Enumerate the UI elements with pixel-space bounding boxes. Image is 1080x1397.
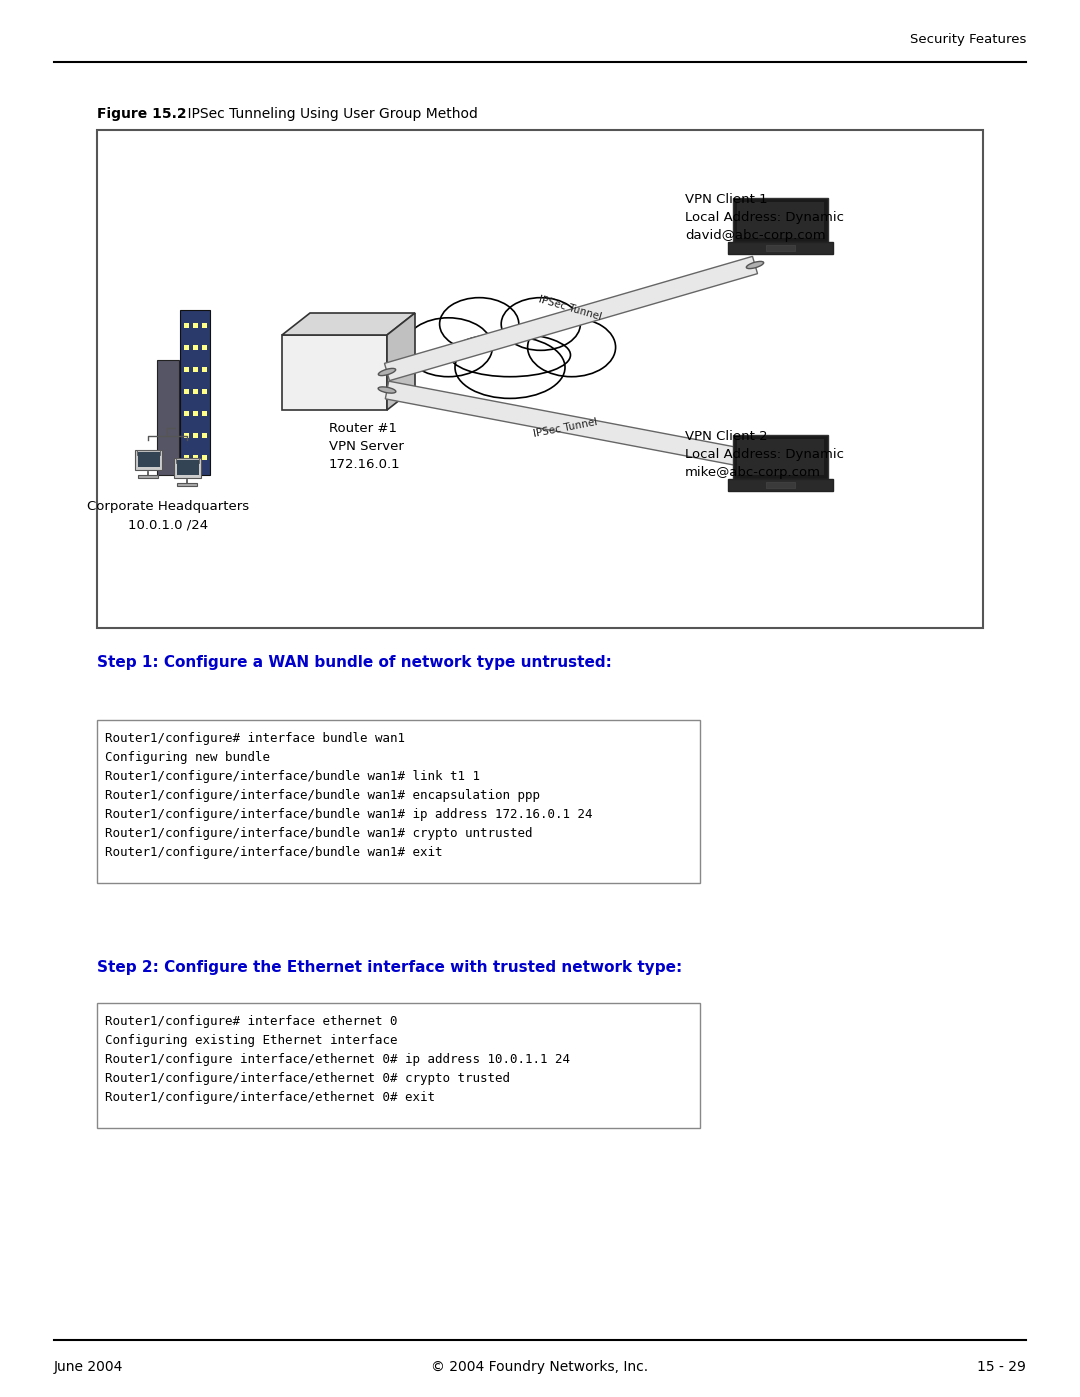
Ellipse shape	[501, 298, 580, 351]
Text: IPSec Tunnel: IPSec Tunnel	[538, 295, 603, 321]
Ellipse shape	[449, 334, 570, 377]
FancyBboxPatch shape	[138, 475, 158, 478]
FancyBboxPatch shape	[97, 1003, 700, 1127]
FancyBboxPatch shape	[193, 345, 198, 351]
FancyBboxPatch shape	[193, 367, 198, 372]
FancyBboxPatch shape	[202, 323, 207, 328]
FancyBboxPatch shape	[137, 450, 160, 455]
FancyBboxPatch shape	[202, 388, 207, 394]
Ellipse shape	[378, 369, 395, 376]
FancyBboxPatch shape	[202, 345, 207, 351]
Text: Configuring existing Ethernet interface: Configuring existing Ethernet interface	[105, 1034, 397, 1046]
FancyBboxPatch shape	[97, 719, 700, 883]
FancyBboxPatch shape	[728, 242, 833, 254]
FancyBboxPatch shape	[202, 367, 207, 372]
FancyBboxPatch shape	[177, 483, 197, 486]
Ellipse shape	[737, 455, 754, 461]
FancyBboxPatch shape	[184, 388, 189, 394]
Text: Router1/configure/interface/bundle wan1# crypto untrusted: Router1/configure/interface/bundle wan1#…	[105, 827, 532, 840]
FancyBboxPatch shape	[184, 411, 189, 416]
Text: Router1/configure interface/ethernet 0# ip address 10.0.1.1 24: Router1/configure interface/ethernet 0# …	[105, 1053, 570, 1066]
Text: Router1/configure/interface/ethernet 0# exit: Router1/configure/interface/ethernet 0# …	[105, 1091, 435, 1104]
FancyBboxPatch shape	[202, 455, 207, 460]
Text: Router1/configure/interface/bundle wan1# ip address 172.16.0.1 24: Router1/configure/interface/bundle wan1#…	[105, 807, 593, 821]
Ellipse shape	[746, 261, 764, 268]
FancyBboxPatch shape	[766, 482, 795, 489]
FancyBboxPatch shape	[733, 434, 828, 479]
Polygon shape	[387, 313, 415, 409]
FancyBboxPatch shape	[176, 458, 199, 462]
Text: Configuring new bundle: Configuring new bundle	[105, 752, 270, 764]
FancyBboxPatch shape	[733, 198, 828, 242]
Ellipse shape	[404, 317, 492, 377]
FancyBboxPatch shape	[138, 453, 160, 467]
FancyBboxPatch shape	[135, 450, 162, 469]
Text: Router1/configure/interface/bundle wan1# exit: Router1/configure/interface/bundle wan1#…	[105, 847, 443, 859]
FancyBboxPatch shape	[202, 433, 207, 439]
Text: VPN Client 2
Local Address: Dynamic
mike@abc-corp.com: VPN Client 2 Local Address: Dynamic mike…	[685, 430, 843, 479]
FancyBboxPatch shape	[184, 455, 189, 460]
Text: Router1/configure# interface ethernet 0: Router1/configure# interface ethernet 0	[105, 1016, 397, 1028]
FancyBboxPatch shape	[737, 439, 824, 475]
Text: Corporate Headquarters
10.0.1.0 /24: Corporate Headquarters 10.0.1.0 /24	[86, 500, 249, 531]
Text: IPSec Tunneling Using User Group Method: IPSec Tunneling Using User Group Method	[170, 108, 477, 122]
Text: Security Features: Security Features	[909, 34, 1026, 46]
Text: Router1/configure/interface/bundle wan1# link t1 1: Router1/configure/interface/bundle wan1#…	[105, 770, 480, 782]
FancyBboxPatch shape	[157, 360, 179, 475]
FancyBboxPatch shape	[766, 246, 795, 251]
FancyBboxPatch shape	[97, 130, 983, 629]
FancyBboxPatch shape	[193, 388, 198, 394]
Ellipse shape	[378, 387, 396, 393]
FancyBboxPatch shape	[728, 479, 833, 492]
Text: Figure 15.2: Figure 15.2	[97, 108, 187, 122]
Text: June 2004: June 2004	[54, 1361, 123, 1375]
FancyBboxPatch shape	[202, 411, 207, 416]
Polygon shape	[384, 257, 757, 380]
FancyBboxPatch shape	[193, 411, 198, 416]
Text: Router1/configure/interface/bundle wan1# encapsulation ppp: Router1/configure/interface/bundle wan1#…	[105, 789, 540, 802]
Ellipse shape	[528, 317, 616, 377]
Polygon shape	[386, 381, 746, 467]
Polygon shape	[282, 313, 415, 335]
Text: VPN Client 1
Local Address: Dynamic
david@abc-corp.com: VPN Client 1 Local Address: Dynamic davi…	[685, 193, 843, 242]
Text: Router1/configure/interface/ethernet 0# crypto trusted: Router1/configure/interface/ethernet 0# …	[105, 1071, 510, 1085]
Ellipse shape	[455, 337, 565, 398]
FancyBboxPatch shape	[180, 310, 210, 475]
FancyBboxPatch shape	[184, 323, 189, 328]
FancyBboxPatch shape	[193, 455, 198, 460]
Text: Step 1: Configure a WAN bundle of network type untrusted:: Step 1: Configure a WAN bundle of networ…	[97, 655, 612, 671]
Text: Router1/configure# interface bundle wan1: Router1/configure# interface bundle wan1	[105, 732, 405, 745]
FancyBboxPatch shape	[174, 458, 201, 478]
Text: IPSec Tunnel: IPSec Tunnel	[532, 418, 598, 439]
Text: 15 - 29: 15 - 29	[977, 1361, 1026, 1375]
FancyBboxPatch shape	[184, 367, 189, 372]
Text: Step 2: Configure the Ethernet interface with trusted network type:: Step 2: Configure the Ethernet interface…	[97, 960, 683, 975]
FancyBboxPatch shape	[193, 323, 198, 328]
FancyBboxPatch shape	[184, 345, 189, 351]
Text: © 2004 Foundry Networks, Inc.: © 2004 Foundry Networks, Inc.	[431, 1361, 649, 1375]
Polygon shape	[282, 335, 387, 409]
FancyBboxPatch shape	[177, 460, 199, 475]
FancyBboxPatch shape	[184, 433, 189, 439]
Ellipse shape	[440, 298, 518, 351]
FancyBboxPatch shape	[737, 203, 824, 239]
FancyBboxPatch shape	[193, 433, 198, 439]
Text: Router #1
VPN Server
172.16.0.1: Router #1 VPN Server 172.16.0.1	[329, 422, 404, 471]
